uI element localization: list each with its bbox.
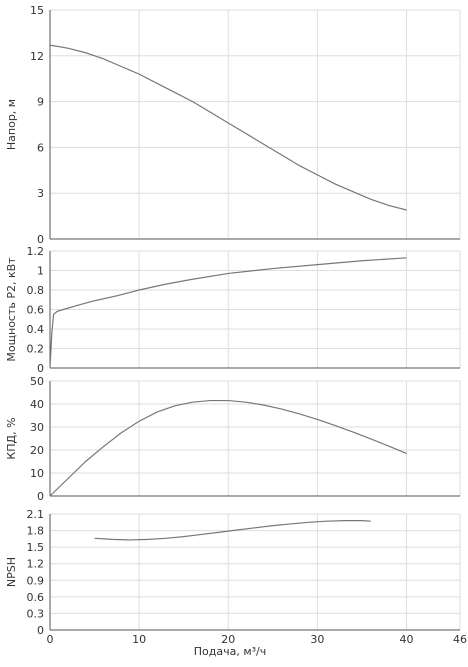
- panel-2-ytick-label: 30: [30, 421, 44, 434]
- panel-2-ytick-label: 0: [37, 490, 44, 503]
- panel-2-ylabel: КПД, %: [5, 417, 18, 459]
- panel-3-ytick-label: 0.3: [27, 607, 45, 620]
- panel-2-ytick-label: 40: [30, 398, 44, 411]
- panel-1-ytick-label: 0.2: [27, 343, 45, 356]
- x-tick-label: 46: [453, 633, 467, 646]
- panel-1-ytick-label: 0: [37, 362, 44, 375]
- panel-3-ytick-label: 1.2: [27, 558, 45, 571]
- panel-1-ylabel: Мощность P2, кВт: [5, 257, 18, 362]
- panel-3-ytick-label: 0: [37, 624, 44, 637]
- panel-3-ytick-label: 2.1: [27, 508, 45, 521]
- panel-2-ytick-label: 20: [30, 444, 44, 457]
- panel-1-ytick-label: 0.6: [27, 304, 45, 317]
- panel-1-series-0-line: [49, 257, 407, 369]
- panel-0-ytick-label: 15: [30, 4, 44, 17]
- panel-0-ytick-label: 3: [37, 187, 44, 200]
- panel-0-ytick-label: 0: [37, 233, 44, 246]
- panel-0-series-0-line: [49, 44, 407, 211]
- panel-1-ytick-label: 0.4: [27, 323, 45, 336]
- panel-1-ytick-label: 1.2: [27, 245, 45, 258]
- panel-1-ytick-label: 1: [37, 265, 44, 278]
- panel-3-ytick-label: 1.8: [27, 525, 45, 538]
- panel-1-ytick-label: 0.8: [27, 284, 45, 297]
- panel-0-ytick-label: 6: [37, 141, 44, 154]
- x-axis-label: Подача, м³/ч: [194, 645, 267, 658]
- panel-0-ytick-label: 12: [30, 50, 44, 63]
- panel-3-ytick-label: 0.9: [27, 574, 45, 587]
- panel-3-ylabel: NPSH: [5, 557, 18, 587]
- x-tick-label: 20: [221, 633, 235, 646]
- panel-3-series-0-line: [94, 520, 371, 541]
- panel-3-ytick-label: 1.5: [27, 541, 45, 554]
- panel-0-ylabel: Напор, м: [5, 99, 18, 150]
- panel-2-series-0-line: [49, 399, 407, 497]
- x-tick-label: 30: [310, 633, 324, 646]
- x-tick-label: 0: [47, 633, 54, 646]
- panel-2-ytick-label: 10: [30, 467, 44, 480]
- panel-3-ytick-label: 0.6: [27, 591, 45, 604]
- panel-0-ytick-label: 9: [37, 96, 44, 109]
- panel-2-ytick-label: 50: [30, 375, 44, 388]
- x-tick-label: 10: [132, 633, 146, 646]
- x-tick-label: 40: [400, 633, 414, 646]
